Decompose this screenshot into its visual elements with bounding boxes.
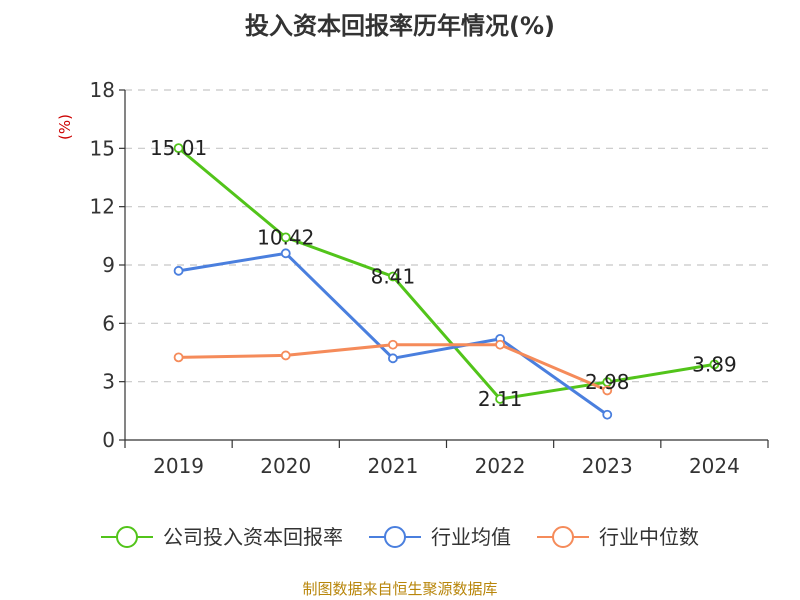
y-tick-label: 0 (102, 428, 115, 452)
y-tick-label: 6 (102, 311, 115, 335)
data-point (602, 409, 613, 420)
data-point (495, 339, 505, 350)
legend: 公司投入资本回报率 行业均值 行业中位数 (101, 525, 699, 549)
data-point (173, 352, 184, 363)
data-point (388, 353, 398, 364)
data-point (388, 271, 398, 282)
x-tick-label: 2021 (367, 454, 418, 478)
data-point (495, 394, 505, 404)
data-point (280, 350, 291, 361)
data-point (388, 339, 398, 350)
data-point (709, 359, 720, 370)
y-tick-label: 9 (102, 253, 115, 277)
gridlines (125, 89, 768, 383)
x-tick-label: 2022 (475, 454, 526, 478)
y-axis-unit: (%) (56, 114, 74, 140)
data-point (602, 385, 613, 396)
chart-title: 投入资本回报率历年情况(%) (245, 12, 555, 40)
legend-marker-circle (384, 526, 406, 548)
axes: 0 3 6 9 12 15 18 2019 2020 2021 2022 2023 2024 (90, 78, 769, 478)
series-line-0 (177, 146, 715, 401)
series-lines (173, 143, 720, 420)
y-tick-label: 3 (102, 370, 115, 394)
data-label: 2.98 (585, 370, 630, 394)
legend-label[interactable]: 行业中位数 (599, 525, 699, 549)
data-label: 3.89 (692, 352, 737, 376)
data-labels: 15.01 10.42 8.41 2.11 2.98 3.89 (150, 136, 737, 411)
y-tick-label: 12 (90, 195, 115, 219)
data-label: 15.01 (150, 136, 207, 160)
legend-marker-circle (116, 526, 138, 548)
y-tick-label: 15 (90, 136, 115, 160)
data-point (173, 265, 184, 276)
data-label: 8.41 (371, 264, 416, 288)
x-tick-label: 2024 (689, 454, 740, 478)
data-label: 2.11 (478, 387, 523, 411)
data-point (280, 248, 291, 259)
x-tick-label: 2023 (582, 454, 633, 478)
data-point (280, 232, 291, 243)
legend-label[interactable]: 行业均值 (431, 525, 511, 549)
x-tick-label: 2019 (153, 454, 204, 478)
data-point (173, 143, 184, 154)
y-tick-label: 18 (90, 78, 115, 102)
x-tick-label: 2020 (260, 454, 311, 478)
legend-label[interactable]: 公司投入资本回报率 (163, 525, 343, 549)
source-note: 制图数据来自恒生聚源数据库 (302, 580, 497, 598)
legend-marker-circle (552, 526, 574, 548)
data-label: 10.42 (257, 225, 314, 249)
